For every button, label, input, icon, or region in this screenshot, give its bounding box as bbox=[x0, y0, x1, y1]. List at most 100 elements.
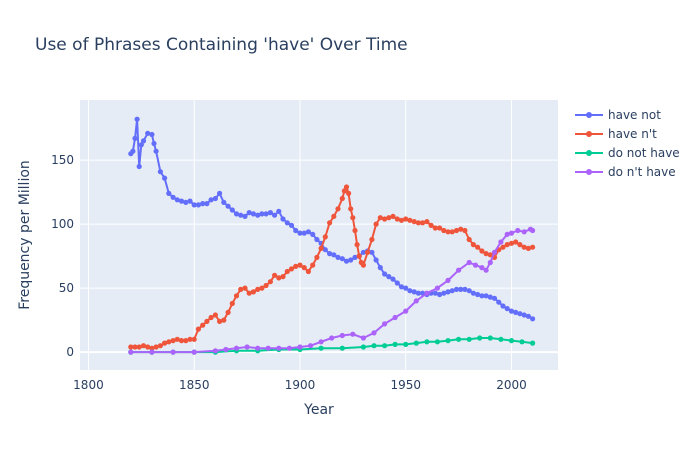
x-tick-label: 2000 bbox=[496, 378, 527, 392]
data-point bbox=[500, 244, 506, 250]
series-have-not bbox=[128, 116, 536, 322]
data-point bbox=[382, 216, 388, 222]
data-point bbox=[504, 242, 510, 248]
data-point bbox=[407, 217, 413, 223]
x-axis-title: Year bbox=[303, 402, 334, 418]
data-point bbox=[487, 335, 493, 341]
data-point bbox=[477, 335, 483, 341]
data-point bbox=[136, 344, 142, 350]
data-point bbox=[373, 257, 379, 263]
data-point bbox=[157, 169, 163, 175]
data-point bbox=[318, 339, 324, 345]
data-point bbox=[354, 242, 360, 248]
data-point bbox=[472, 262, 479, 268]
data-point bbox=[341, 188, 347, 194]
data-point bbox=[371, 343, 377, 349]
data-point bbox=[420, 220, 426, 226]
data-point bbox=[301, 265, 307, 271]
data-point bbox=[339, 345, 345, 351]
data-point bbox=[212, 195, 218, 202]
data-point bbox=[413, 340, 419, 346]
data-point bbox=[424, 290, 430, 296]
data-point bbox=[132, 344, 138, 350]
data-point bbox=[318, 245, 324, 251]
data-point bbox=[272, 272, 278, 278]
legend-item[interactable]: do not have bbox=[575, 146, 680, 160]
data-point bbox=[280, 216, 286, 222]
data-point bbox=[441, 227, 447, 234]
data-point bbox=[170, 194, 176, 200]
x-tick-label: 1950 bbox=[390, 378, 421, 392]
data-point bbox=[293, 263, 299, 269]
data-point bbox=[162, 340, 168, 346]
data-point bbox=[470, 290, 476, 296]
data-point bbox=[434, 285, 440, 291]
data-point bbox=[174, 197, 180, 203]
data-point bbox=[145, 344, 151, 350]
data-point bbox=[525, 313, 532, 319]
data-point bbox=[352, 254, 358, 260]
data-point bbox=[310, 262, 316, 268]
data-point bbox=[225, 203, 231, 209]
data-point bbox=[424, 339, 430, 345]
data-point bbox=[411, 289, 417, 295]
legend[interactable]: have not have n't do not have do n't have bbox=[575, 108, 680, 179]
legend-marker-swatch bbox=[586, 150, 592, 156]
legend-marker-swatch bbox=[586, 131, 592, 137]
data-point bbox=[191, 349, 197, 355]
data-point bbox=[475, 244, 481, 250]
data-point bbox=[360, 262, 366, 268]
data-point bbox=[263, 282, 269, 289]
y-tick-label: 50 bbox=[59, 281, 74, 295]
data-point bbox=[504, 231, 510, 237]
data-point bbox=[138, 142, 144, 148]
data-point bbox=[145, 130, 151, 136]
x-tick-label: 1900 bbox=[285, 378, 316, 392]
data-point bbox=[517, 242, 523, 248]
legend-item[interactable]: do n't have bbox=[575, 165, 676, 179]
chart-title: Use of Phrases Containing 'have' Over Ti… bbox=[35, 35, 408, 55]
data-point bbox=[498, 239, 504, 245]
data-point bbox=[195, 326, 201, 332]
data-point bbox=[483, 267, 489, 273]
data-point bbox=[166, 339, 172, 345]
x-axis-ticks: 1800 1850 1900 1950 2000 bbox=[73, 378, 527, 392]
legend-item[interactable]: have n't bbox=[575, 127, 657, 141]
data-point bbox=[208, 197, 214, 203]
data-point bbox=[204, 318, 210, 324]
data-point bbox=[432, 290, 438, 296]
legend-item[interactable]: have not bbox=[575, 108, 661, 122]
data-point bbox=[508, 308, 515, 314]
legend-label: have n't bbox=[608, 127, 657, 141]
data-point bbox=[441, 290, 447, 296]
data-point bbox=[394, 280, 400, 286]
data-point bbox=[221, 199, 227, 205]
data-point bbox=[225, 309, 231, 315]
data-point bbox=[200, 201, 206, 207]
data-point bbox=[140, 343, 147, 349]
data-point bbox=[521, 312, 527, 318]
data-point bbox=[204, 201, 210, 207]
data-point bbox=[445, 338, 451, 344]
data-point bbox=[487, 252, 493, 258]
data-point bbox=[183, 338, 189, 344]
data-point bbox=[149, 349, 155, 355]
data-point bbox=[250, 211, 256, 217]
data-point bbox=[263, 211, 269, 217]
data-point bbox=[151, 140, 157, 147]
data-point bbox=[360, 249, 366, 255]
data-point bbox=[246, 290, 252, 296]
data-point bbox=[513, 309, 519, 315]
data-point bbox=[174, 336, 180, 342]
data-point bbox=[365, 249, 371, 255]
data-point bbox=[233, 293, 240, 299]
y-axis-title: Frequency per Million bbox=[17, 160, 33, 310]
data-point bbox=[530, 340, 536, 346]
data-point bbox=[346, 190, 352, 196]
series-layer bbox=[128, 116, 536, 355]
data-point bbox=[242, 285, 248, 291]
data-point bbox=[244, 344, 250, 350]
y-tick-label: 100 bbox=[51, 217, 74, 231]
data-point bbox=[233, 345, 240, 351]
data-point bbox=[238, 286, 244, 292]
